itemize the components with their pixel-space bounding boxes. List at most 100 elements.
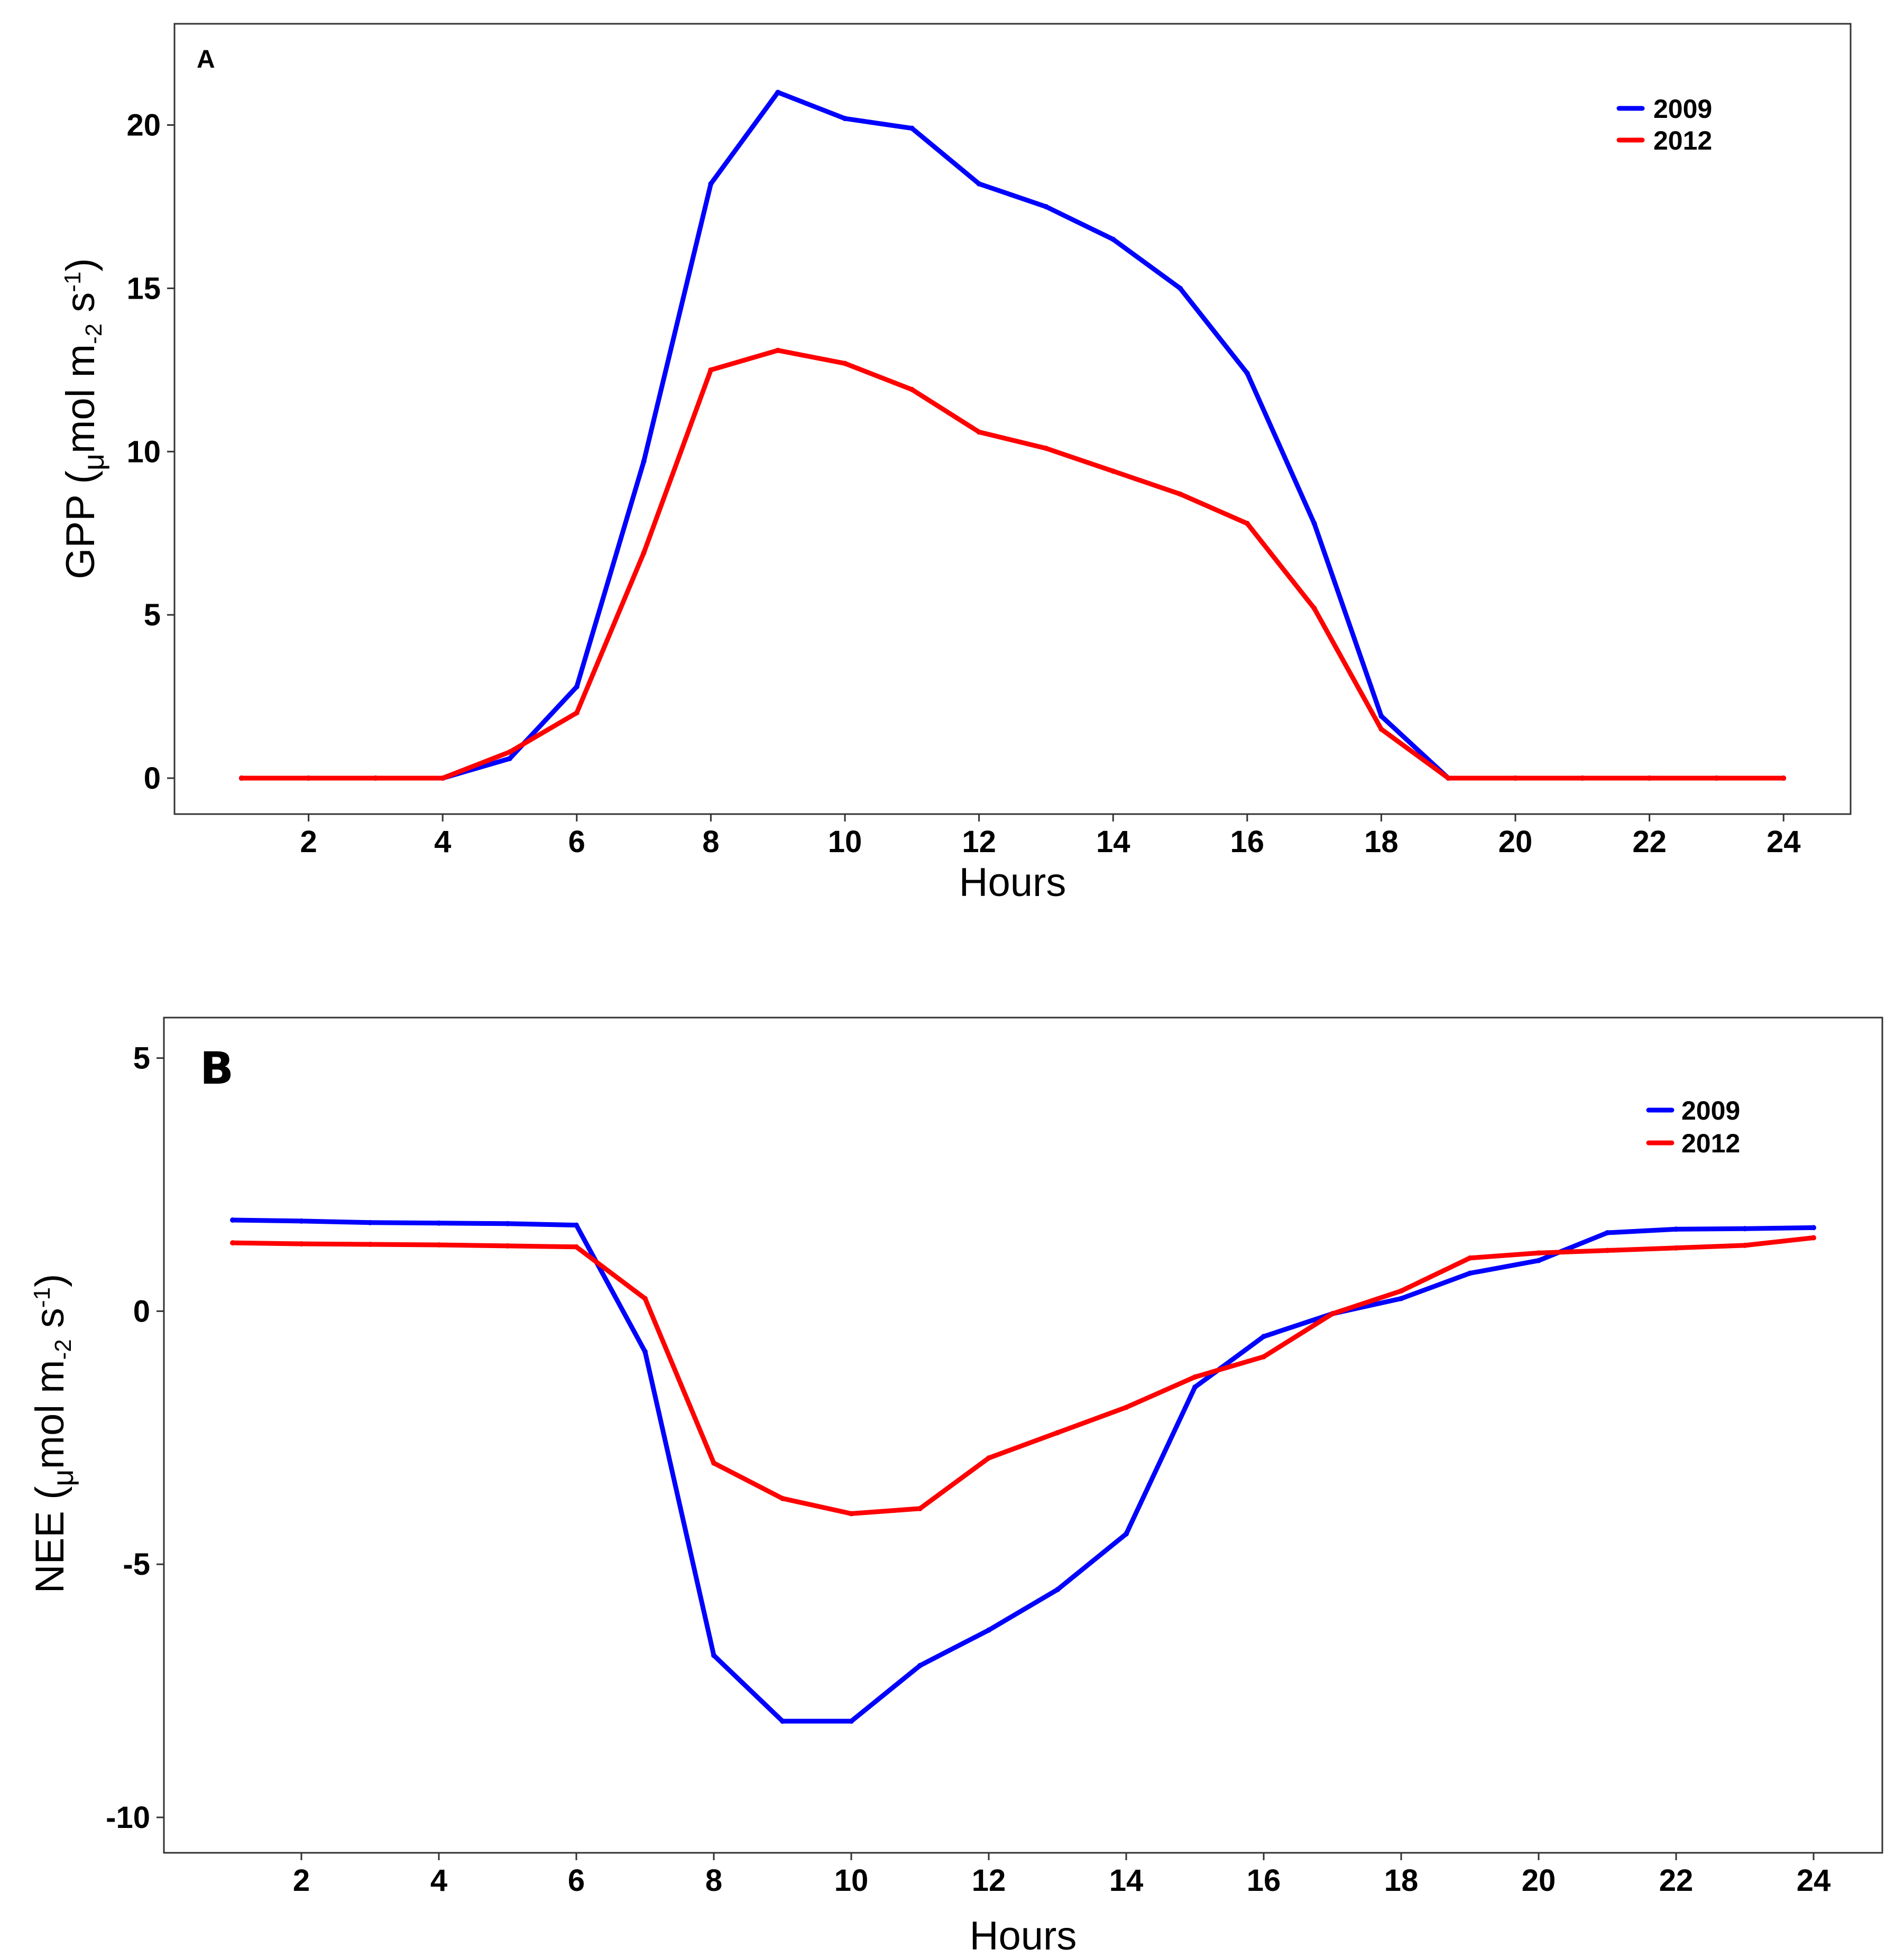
panel-a-data-point-2009: [1311, 521, 1317, 527]
panel-a-data-point-2009: [1043, 204, 1049, 209]
panel-a-y-tick-label: 20: [126, 108, 161, 143]
panel-a-x-tick-label: 12: [962, 825, 996, 859]
panel-a-x-tick-label: 14: [1096, 825, 1130, 859]
panel-b-x-tick-label: 10: [834, 1863, 869, 1898]
panel-b-data-point-2012: [574, 1244, 579, 1250]
panel-b-x-tick-label: 22: [1659, 1863, 1694, 1898]
panel-b-x-tick-label: 4: [430, 1863, 447, 1898]
panel-b-data-point-2012: [1536, 1250, 1541, 1256]
panel-a-data-point-2012: [842, 361, 848, 366]
panel-a-data-point-2012: [976, 429, 982, 435]
panel-a-data-point-2012: [1579, 775, 1585, 781]
panel-b-data-point-2009: [1261, 1334, 1266, 1340]
panel-b-data-point-2009: [986, 1627, 991, 1633]
panel-b-data-point-2009: [642, 1349, 648, 1354]
panel-b-data-point-2009: [1467, 1270, 1473, 1276]
panel-b-x-axis-title: Hours: [970, 1914, 1077, 1958]
panel-a-data-point-2012: [238, 775, 244, 781]
panel-b-data-point-2012: [1055, 1430, 1060, 1436]
panel-b-data-point-2009: [367, 1220, 373, 1225]
panel-b-plot-frame: [163, 1017, 1883, 1854]
panel-b-legend-label-2012: 2012: [1681, 1129, 1740, 1158]
panel-b-data-point-2009: [1055, 1587, 1060, 1593]
panel-b-data-point-2012: [1467, 1255, 1473, 1261]
panel-a-legend: 2009 2012: [1616, 94, 1712, 155]
panel-a-data-point-2012: [1446, 775, 1451, 781]
panel-b-y-tick-label: -5: [123, 1547, 150, 1582]
panel-b-data-point-2012: [230, 1240, 235, 1246]
panel-a-x-tick-label: 6: [568, 825, 585, 859]
panel-a-series-line-2009: [239, 90, 1786, 781]
panel-b-legend: 2009 2012: [1646, 1096, 1740, 1158]
panel-b-data-point-2009: [505, 1221, 510, 1226]
panel-a-ylabel-sub2: -1: [60, 272, 86, 292]
panel-b-data-point-2012: [299, 1241, 304, 1247]
panel-a-ylabel-mu: μ: [77, 454, 110, 470]
panel-a-x-tick-label: 24: [1767, 825, 1801, 859]
panel-b-nee-chart: B -10-505 2 4 6 8 10 12 14 16 18 20 22 24 Hours NEE…: [27, 1017, 1883, 1958]
panel-b-series-line-2009: [230, 1217, 1816, 1724]
panel-b-data-point-2012: [505, 1243, 510, 1249]
panel-a-x-tick-label: 16: [1230, 825, 1265, 859]
panel-b-data-point-2009: [230, 1217, 235, 1223]
panel-a-x-tick-label: 18: [1364, 825, 1399, 859]
panel-a-x-tick-label: 20: [1498, 825, 1533, 859]
panel-b-data-point-2012: [1261, 1354, 1266, 1360]
panel-a-data-point-2012: [1244, 521, 1250, 527]
panel-b-y-tick-label: 0: [133, 1294, 150, 1328]
panel-b-data-point-2012: [849, 1511, 854, 1517]
panel-b-data-point-2012: [711, 1460, 716, 1466]
panel-b-data-point-2009: [1742, 1226, 1747, 1232]
panel-a-data-point-2009: [976, 181, 982, 187]
panel-a-data-point-2012: [1110, 468, 1116, 474]
panel-b-ylabel-s: s: [27, 1308, 72, 1339]
panel-a-data-point-2009: [775, 89, 781, 95]
panel-a-ylabel-s: s: [58, 292, 103, 324]
panel-b-data-point-2012: [986, 1455, 991, 1461]
panel-b-data-point-2012: [642, 1296, 648, 1301]
panel-a-data-point-2012: [1513, 775, 1518, 781]
panel-a-data-point-2012: [1311, 605, 1317, 611]
panel-b-data-point-2009: [574, 1222, 579, 1228]
panel-a-data-point-2012: [373, 775, 379, 781]
panel-a-data-point-2012: [574, 710, 580, 716]
panel-a-y-axis: 0 5 10 15 20: [126, 108, 174, 796]
panel-a-data-point-2012: [641, 550, 647, 556]
panel-a-data-point-2009: [1178, 285, 1183, 291]
panel-b-data-point-2012: [1124, 1405, 1129, 1410]
panel-a-ylabel-sub1: -2: [81, 324, 107, 344]
panel-b-data-point-2009: [1536, 1258, 1541, 1263]
panel-a-data-point-2012: [1647, 775, 1652, 781]
panel-a-data-point-2009: [507, 755, 512, 761]
panel-b-x-tick-label: 14: [1109, 1863, 1144, 1898]
panel-a-x-tick-label: 8: [702, 825, 719, 859]
panel-a-x-tick-label: 2: [300, 825, 317, 859]
panel-a-data-point-2009: [1378, 713, 1384, 719]
panel-a-data-point-2009: [909, 125, 915, 131]
panel-a-data-point-2012: [708, 367, 714, 373]
panel-b-ylabel-main: NEE (: [27, 1486, 72, 1594]
panel-b-data-point-2009: [299, 1218, 304, 1224]
panel-b-data-point-2012: [1192, 1374, 1198, 1380]
panel-a-legend-label-2012: 2012: [1653, 126, 1712, 155]
panel-b-x-tick-label: 8: [705, 1863, 722, 1898]
panel-b-data-point-2009: [1811, 1225, 1816, 1231]
panel-a-x-axis-title: Hours: [959, 860, 1066, 905]
panel-a-data-point-2012: [1714, 775, 1719, 781]
panel-b-data-point-2009: [711, 1652, 716, 1658]
panel-b-data-point-2012: [917, 1506, 923, 1511]
panel-b-x-tick-label: 18: [1384, 1863, 1419, 1898]
panel-b-ylabel-mu: μ: [46, 1469, 79, 1486]
panel-a-y-tick-label: 5: [144, 598, 161, 632]
panel-a-data-point-2012: [1781, 775, 1787, 781]
panel-a-series: [238, 89, 1787, 781]
panel-a-x-tick-label: 10: [828, 825, 862, 859]
panel-b-x-tick-label: 6: [568, 1863, 585, 1898]
panel-a-x-tick-label: 4: [434, 825, 451, 859]
panel-a-data-point-2012: [909, 386, 915, 392]
panel-b-legend-label-2009: 2009: [1681, 1096, 1740, 1125]
panel-b-data-point-2009: [849, 1719, 854, 1724]
panel-b-data-point-2009: [1192, 1384, 1198, 1390]
panel-b-data-point-2009: [1673, 1226, 1679, 1232]
panel-a-data-point-2012: [1178, 491, 1183, 497]
